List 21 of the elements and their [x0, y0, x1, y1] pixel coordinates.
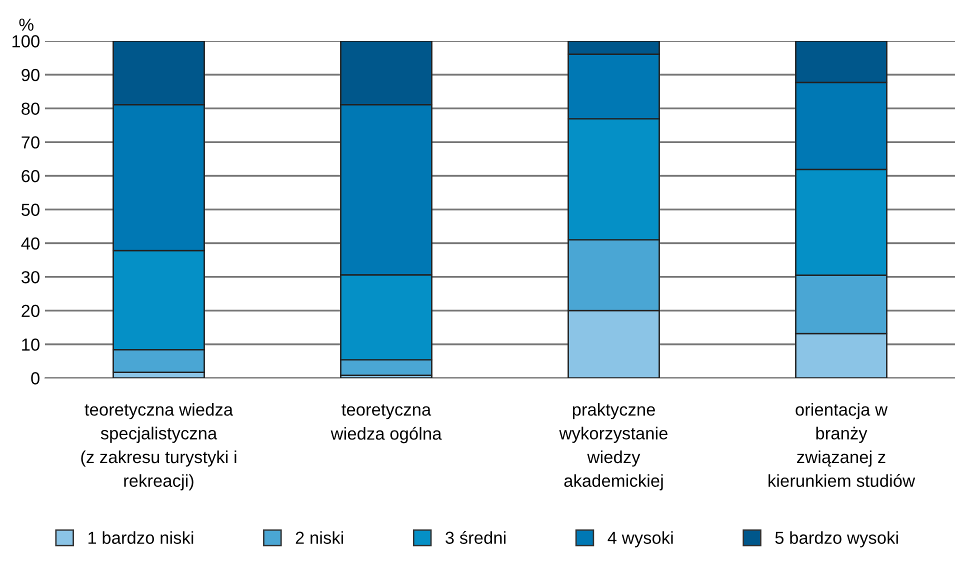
x-tick-label: teoretyczna wiedza specjalistyczna (z zakresu turystyki i rekreacji): [81, 403, 236, 490]
y-tick-label: 90: [22, 68, 40, 82]
x-tick-label: teoretyczna wiedza ogólna: [330, 404, 442, 444]
y-tick-label: 100: [12, 35, 40, 48]
legend-label: 5 bardzo wysoki: [775, 531, 898, 548]
legend-label: 3 średni: [446, 530, 506, 544]
legend-label: 4 wysoki: [608, 531, 673, 548]
y-tick-label: 30: [21, 271, 40, 284]
y-tick-label: 40: [21, 237, 40, 250]
y-tick-label: 70: [22, 136, 40, 149]
x-tick-label: praktyczne wykorzystanie wiedzy akademickiej: [559, 403, 668, 490]
y-tick-label: 60: [22, 170, 40, 182]
x-tick-label: orientacja w branży związanej z kierunkiem studiów: [768, 403, 916, 487]
y-axis-title: %: [19, 18, 34, 31]
y-tick-label: 80: [22, 102, 40, 115]
y-tick-label: 0: [31, 372, 40, 384]
legend-label: 1 bardzo niski: [88, 531, 194, 544]
y-tick-label: 20: [22, 304, 40, 318]
legend-label: 2 niski: [296, 531, 344, 544]
y-tick-label: 10: [22, 338, 40, 351]
y-tick-label: 50: [22, 204, 40, 216]
